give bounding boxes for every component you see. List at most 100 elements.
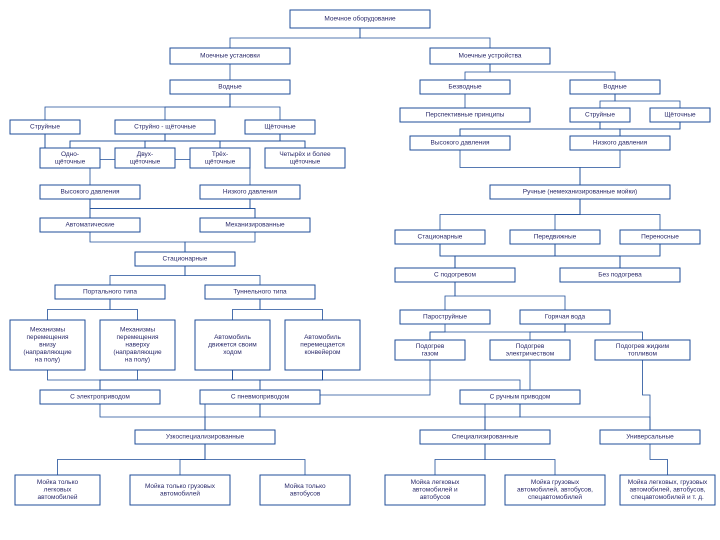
node-label: Мойка только xyxy=(37,478,79,486)
node-label: Туннельного типа xyxy=(233,289,287,296)
node-label: внизу xyxy=(39,342,57,349)
edge xyxy=(485,404,520,430)
edge xyxy=(455,282,565,310)
node-n6: Водные xyxy=(570,80,660,94)
edge xyxy=(230,28,360,48)
edge xyxy=(48,370,101,390)
node-n23: Механизированные xyxy=(200,218,310,232)
edge xyxy=(165,134,305,148)
node-label: Мойка только xyxy=(284,482,326,490)
node-n14: Низкого давления xyxy=(570,136,670,150)
node-n4: Водные xyxy=(170,80,290,94)
node-n32: Пароструйные xyxy=(400,310,490,324)
node-label: щёточные xyxy=(130,158,161,165)
edge xyxy=(530,324,565,340)
node-n30: Портального типа xyxy=(55,285,165,299)
node-label: Мойка грузовых xyxy=(531,478,580,486)
node-label: Перспективные принципы xyxy=(426,112,505,119)
node-label: Мойка легковых xyxy=(411,478,461,486)
node-n39: Подогревэлектричеством xyxy=(490,340,570,360)
node-label: автомобилей xyxy=(160,489,200,497)
node-n40: Подогрев жидкимтопливом xyxy=(595,340,690,360)
node-n24: Стационарные xyxy=(395,230,485,244)
edge xyxy=(643,360,651,430)
node-n16: Двух-щёточные xyxy=(115,148,175,168)
node-label: Трёх- xyxy=(212,151,228,158)
node-label: С подогревом xyxy=(434,272,476,279)
node-n29: Без подогрева xyxy=(560,268,680,282)
node-label: Мойка только грузовых xyxy=(145,482,216,490)
node-label: Струйно - щёточные xyxy=(134,123,196,131)
edge xyxy=(165,94,230,120)
edge xyxy=(145,134,165,148)
node-label: электричеством xyxy=(506,350,555,357)
node-label: щёточные xyxy=(205,158,236,165)
node-n37: Автомобильперемещаетсяконвейером xyxy=(285,320,360,370)
node-label: Водные xyxy=(603,84,627,91)
node-n3: Моечные устройства xyxy=(430,48,550,64)
edge xyxy=(180,444,205,475)
node-n48: Мойка только грузовыхавтомобилей xyxy=(130,475,230,505)
edge xyxy=(90,232,185,252)
node-label: автомобилей, автобусов, xyxy=(630,486,706,494)
edge xyxy=(100,404,205,430)
node-n2: Моечные установки xyxy=(170,48,290,64)
edge xyxy=(430,324,445,340)
edge xyxy=(465,64,490,80)
edge xyxy=(260,299,323,320)
node-label: ходом xyxy=(223,349,242,356)
node-n51: Мойка грузовыхавтомобилей, автобусов,спе… xyxy=(505,475,605,505)
node-n49: Мойка толькоавтобусов xyxy=(260,475,350,505)
node-n38: Подогревгазом xyxy=(395,340,465,360)
node-label: Автомобиль xyxy=(304,333,341,341)
node-label: Стационарные xyxy=(418,234,463,241)
node-n13: Высокого давления xyxy=(410,136,510,150)
node-n8: Струйные xyxy=(570,108,630,122)
node-label: топливом xyxy=(628,350,657,357)
node-label: Щёточные xyxy=(664,112,696,119)
edge xyxy=(485,444,555,475)
node-n28: С подогревом xyxy=(395,268,515,282)
edge xyxy=(650,444,668,475)
node-label: Универсальные xyxy=(626,434,674,441)
node-label: перемещается xyxy=(300,342,345,349)
node-n7: Перспективные принципы xyxy=(400,108,530,122)
node-label: Передвижные xyxy=(534,234,577,241)
node-label: Механизмы xyxy=(120,327,155,334)
node-label: легковых xyxy=(44,487,72,494)
node-label: Портального типа xyxy=(83,289,137,296)
node-n52: Мойка легковых, грузовыхавтомобилей, авт… xyxy=(620,475,715,505)
edge xyxy=(48,299,111,320)
node-n43: С ручным приводом xyxy=(460,390,580,404)
node-label: Горячая вода xyxy=(545,314,586,321)
edge xyxy=(360,28,490,48)
node-label: Автоматические xyxy=(65,222,114,229)
node-n11: Струйно - щёточные xyxy=(115,120,215,134)
node-label: Стационарные xyxy=(163,256,208,263)
edge xyxy=(565,324,643,340)
node-n44: Узкоспециализированные xyxy=(135,430,275,444)
node-n20: Низкого давления xyxy=(200,185,300,199)
edge xyxy=(230,94,280,120)
node-label: спецавтомобилей xyxy=(528,493,582,501)
node-label: (направляющие xyxy=(23,349,72,356)
edge xyxy=(100,370,138,390)
node-label: Моечное оборудование xyxy=(324,15,396,23)
edge xyxy=(233,299,261,320)
node-label: С ручным приводом xyxy=(490,394,551,401)
node-n50: Мойка легковыхавтомобилей иавтобусов xyxy=(385,475,485,505)
node-n17: Трёх-щёточные xyxy=(190,148,250,168)
edge xyxy=(580,199,660,230)
node-label: спецавтомобилей и т. д. xyxy=(631,493,704,501)
node-label: перемещения xyxy=(26,334,69,341)
node-n27: Стационарные xyxy=(135,252,235,266)
edge xyxy=(620,122,680,136)
edge xyxy=(90,199,250,218)
node-label: Двух- xyxy=(137,151,153,158)
edge xyxy=(250,199,255,218)
node-label: автобусов xyxy=(290,489,321,497)
node-n31: Туннельного типа xyxy=(205,285,315,299)
node-label: Механизмы xyxy=(30,327,65,334)
node-n5: Безводные xyxy=(420,80,510,94)
node-label: Подогрев жидким xyxy=(616,343,670,350)
